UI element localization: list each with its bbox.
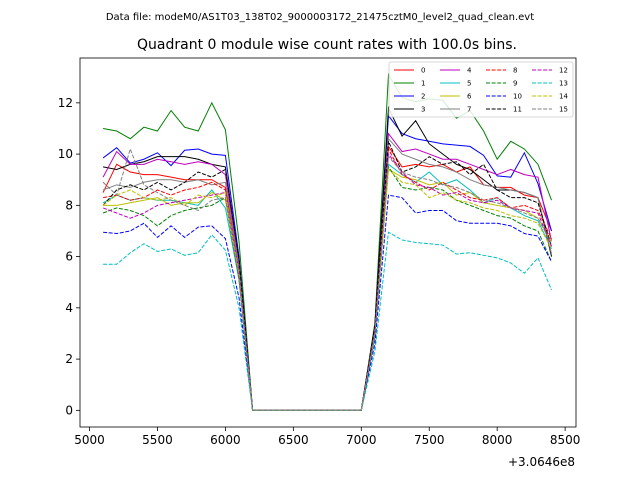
x-tick-label: 6000 bbox=[210, 433, 241, 447]
y-tick-label: 10 bbox=[58, 147, 73, 161]
legend-label: 14 bbox=[559, 93, 568, 101]
legend-label: 2 bbox=[421, 93, 425, 101]
legend-label: 5 bbox=[467, 80, 471, 88]
legend-label: 15 bbox=[559, 106, 568, 114]
series-line-9 bbox=[102, 165, 552, 411]
legend-label: 13 bbox=[559, 80, 568, 88]
x-tick-label: 6500 bbox=[278, 433, 309, 447]
x-tick-label: 7000 bbox=[346, 433, 377, 447]
axes-frame bbox=[79, 57, 577, 428]
x-offset-label: +3.0646e8 bbox=[508, 455, 575, 469]
y-tick-label: 4 bbox=[65, 301, 73, 315]
plot-area bbox=[102, 72, 553, 411]
x-tick-label: 7500 bbox=[414, 433, 445, 447]
chart-title: Quadrant 0 module wise count rates with … bbox=[137, 37, 517, 53]
series-line-5 bbox=[102, 163, 552, 411]
series-line-11 bbox=[102, 141, 553, 411]
series-line-1 bbox=[103, 72, 553, 411]
series-line-12 bbox=[102, 152, 553, 411]
legend-label: 0 bbox=[421, 67, 425, 75]
series-line-2 bbox=[102, 114, 553, 411]
legend-label: 9 bbox=[513, 80, 517, 88]
y-tick-label: 2 bbox=[65, 352, 73, 366]
series-line-10 bbox=[103, 194, 552, 411]
legend-label: 3 bbox=[421, 106, 425, 114]
y-tick-label: 12 bbox=[58, 96, 73, 110]
legend-label: 12 bbox=[559, 67, 568, 75]
legend-label: 4 bbox=[467, 67, 472, 75]
x-tick-label: 5500 bbox=[142, 433, 173, 447]
legend-label: 11 bbox=[513, 106, 522, 114]
series-line-14 bbox=[102, 168, 552, 411]
y-tick-label: 6 bbox=[65, 250, 73, 264]
series-line-4 bbox=[102, 132, 553, 411]
y-axis: 0 2 4 6 8 10 12 bbox=[58, 96, 80, 417]
series-line-8 bbox=[103, 147, 552, 411]
chart-suptitle: Data file: modeM0/AS1T03_138T02_90000031… bbox=[106, 12, 534, 23]
series-line-13 bbox=[103, 231, 553, 411]
x-tick-label: 5000 bbox=[74, 433, 105, 447]
legend-label: 7 bbox=[467, 106, 471, 114]
series-line-6 bbox=[103, 168, 552, 411]
y-tick-label: 8 bbox=[65, 198, 73, 212]
series-line-3 bbox=[103, 106, 553, 411]
x-tick-label: 8000 bbox=[482, 433, 513, 447]
legend-label: 6 bbox=[467, 93, 472, 101]
legend-label: 8 bbox=[513, 67, 517, 75]
series-line-15 bbox=[102, 147, 552, 411]
series-line-7 bbox=[102, 137, 553, 411]
series-line-0 bbox=[102, 144, 553, 411]
x-axis: 5000 5500 6000 6500 7000 7500 8000 8500 bbox=[74, 427, 580, 447]
legend-box bbox=[388, 61, 574, 118]
x-tick-label: 8500 bbox=[550, 433, 581, 447]
y-tick-label: 0 bbox=[65, 403, 73, 417]
legend-label: 1 bbox=[421, 80, 425, 88]
legend-label: 10 bbox=[513, 93, 522, 101]
